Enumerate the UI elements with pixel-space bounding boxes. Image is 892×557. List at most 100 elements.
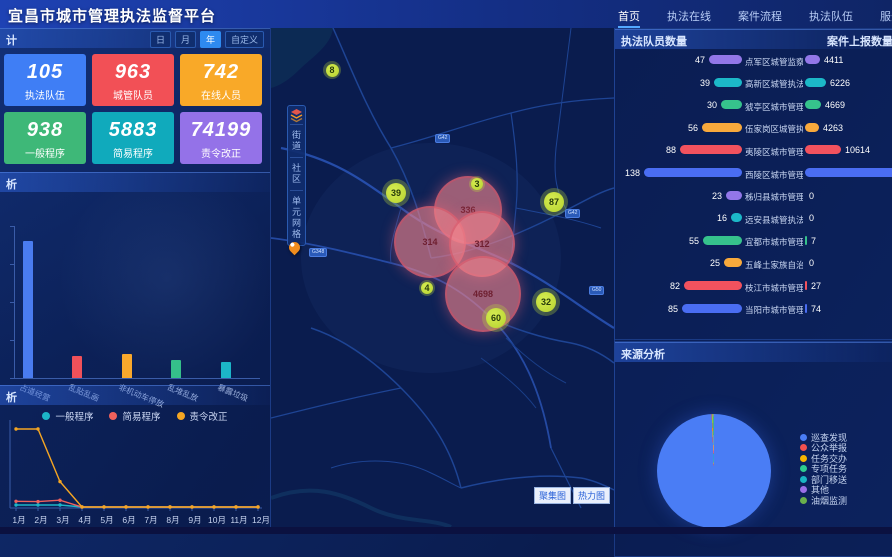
legend-dot	[109, 412, 118, 420]
right-column: 执法队员数量 案件上报数量 47 点军区城管监察... 4411 39 高新区城管执法.…	[614, 28, 892, 557]
road-badge: G50	[589, 286, 605, 295]
legend-item-简易程序[interactable]: 简易程序	[109, 409, 161, 423]
stat-label: 执法队伍	[25, 91, 65, 102]
team-members-value: 23	[711, 190, 722, 201]
main-nav: 首页 执法在线 案件流程 执法队伍 服务对象	[618, 0, 892, 28]
team-cases-bar	[805, 122, 819, 132]
team-row: 39 高新区城管执法... 6226	[615, 76, 892, 94]
stat-label: 城管队员	[113, 91, 153, 102]
team-name: 当阳市城市管理...	[745, 305, 803, 316]
green-count-marker[interactable]: 87	[540, 188, 568, 216]
tab-月[interactable]: 月	[174, 31, 196, 48]
team-row: 25 五峰土家族自治... 0	[615, 256, 892, 274]
line-panel-title: 析	[6, 392, 17, 404]
pie-legend-item-其他[interactable]: 其他	[800, 485, 847, 495]
legend-dot	[800, 475, 807, 483]
bar-panel-header: 析	[0, 172, 270, 192]
team-row: 85 当阳市城市管理... 74	[615, 302, 892, 320]
green-count-marker[interactable]: 39	[382, 179, 410, 207]
tab-自定义[interactable]: 自定义	[224, 31, 264, 48]
legend-item-责令改正[interactable]: 责令改正	[176, 409, 228, 423]
map-button-热力图[interactable]: 热力图	[573, 487, 611, 504]
nav-item-首页[interactable]: 首页	[618, 0, 640, 28]
map-layer-toolbar: 街道 社区 单元网格	[287, 105, 306, 246]
city-map[interactable]: 街道 社区 单元网格 336 314 312 4698 8 39 3 87 4 32 60 G42 G42 G…	[270, 28, 615, 527]
layers-icon[interactable]	[289, 108, 304, 124]
pie-legend-item-巡查发现[interactable]: 巡查发现	[800, 432, 847, 443]
red-cluster-bubble[interactable]: 4698	[445, 256, 521, 332]
month-label-12月: 12月	[252, 515, 270, 525]
team-cases-bar	[805, 77, 826, 87]
team-members-bar	[724, 258, 742, 268]
legend-item-一般程序[interactable]: 一般程序	[42, 409, 93, 423]
team-cases-bar	[805, 281, 807, 290]
green-marker-value: 87	[544, 192, 564, 212]
team-name: 夷陵区城市管理...	[745, 146, 803, 157]
team-cases-value: 10614	[845, 145, 871, 156]
green-marker-value: 8	[325, 63, 339, 77]
layer-item-社区[interactable]: 社区	[291, 163, 301, 185]
tab-年[interactable]: 年	[199, 31, 221, 48]
nav-item-执法在线[interactable]: 执法在线	[667, 11, 711, 23]
layer-item-街道[interactable]: 街道	[291, 130, 301, 152]
team-members-bar	[714, 77, 742, 87]
map-button-聚集图[interactable]: 聚集图	[534, 487, 572, 504]
month-label-1月: 1月	[12, 515, 26, 525]
stat-value: 5883	[108, 119, 158, 141]
pie-legend: 巡查发现 公众举报 任务交办 专项任务 部门移送 其他 油烟监测	[800, 432, 847, 506]
bar-乱贴乱画	[72, 356, 82, 378]
monthly-trend-line-chart	[9, 420, 262, 511]
map-view-toggle: 聚集图 热力图	[534, 487, 611, 504]
team-cases-value: 4669	[825, 100, 846, 111]
team-cases-bar	[805, 55, 820, 64]
team-row: 30 猇亭区城市管理... 4669	[615, 98, 892, 116]
source-panel: 来源分析 巡查发现 公众举报 任务交办 专项任务 部门移送 其他 油烟监测	[614, 341, 892, 557]
pie-legend-item-任务交办[interactable]: 任务交办	[800, 453, 847, 464]
green-count-marker[interactable]: 60	[482, 304, 510, 332]
team-cases-value: 0	[809, 190, 815, 201]
stat-value: 963	[114, 61, 152, 83]
team-members-bar	[726, 190, 742, 200]
bar-x-axis	[14, 378, 260, 379]
green-count-marker[interactable]: 4	[419, 280, 435, 296]
team-members-bar	[702, 122, 742, 132]
stat-card-城管队员: 963 城管队员	[92, 54, 174, 106]
team-cases-value: 74	[811, 303, 822, 314]
team-members-value: 16	[716, 213, 727, 224]
team-panel-header: 执法队员数量 案件上报数量	[615, 29, 892, 49]
pie-legend-item-公众举报[interactable]: 公众举报	[800, 443, 847, 453]
team-cases-bar	[805, 145, 841, 155]
green-count-marker[interactable]: 32	[532, 288, 560, 316]
layer-item-单元网格[interactable]: 单元网格	[291, 196, 301, 240]
month-axis-labels: 1月 2月 3月 4月 5月 6月 7月 8月 9月 10月 11月 12月	[6, 514, 270, 526]
bar-占道经营	[23, 241, 33, 378]
legend-dot	[800, 454, 807, 462]
team-members-value: 138	[624, 168, 640, 178]
nav-item-执法队伍[interactable]: 执法队伍	[809, 11, 853, 23]
bar-y-tick	[10, 302, 14, 303]
case-report-title: 案件上报数量	[827, 36, 892, 48]
team-name: 五峰土家族自治...	[745, 259, 803, 270]
legend-label: 任务交办	[811, 453, 848, 464]
pie-legend-item-部门移送[interactable]: 部门移送	[800, 474, 847, 485]
left-column: 计 日月年自定义 105 执法队伍 963 城管队员 742 在线人员 938 一般程序 588…	[0, 28, 270, 527]
stat-value: 74199	[190, 119, 252, 141]
legend-label: 专项任务	[811, 464, 848, 475]
nav-item-案件流程[interactable]: 案件流程	[738, 11, 782, 23]
green-count-marker[interactable]: 8	[323, 61, 341, 79]
green-count-marker[interactable]: 3	[469, 176, 485, 192]
pie-legend-item-油烟监测[interactable]: 油烟监测	[800, 495, 847, 506]
team-members-value: 56	[687, 122, 698, 133]
team-row: 82 枝江市城市管理... 27	[615, 279, 892, 297]
legend-dot	[800, 433, 807, 441]
team-cases-value: 7	[811, 235, 817, 246]
team-cases-value: 6226	[830, 77, 851, 88]
nav-item-服务对象[interactable]: 服务对象	[880, 11, 892, 23]
month-label-2月: 2月	[34, 515, 48, 525]
map-pin-icon[interactable]	[286, 238, 303, 255]
tab-日[interactable]: 日	[149, 31, 171, 48]
pie-legend-item-专项任务[interactable]: 专项任务	[800, 464, 848, 475]
legend-dot	[176, 412, 185, 420]
team-members-value: 88	[665, 145, 676, 156]
source-panel-header: 来源分析	[615, 342, 892, 362]
